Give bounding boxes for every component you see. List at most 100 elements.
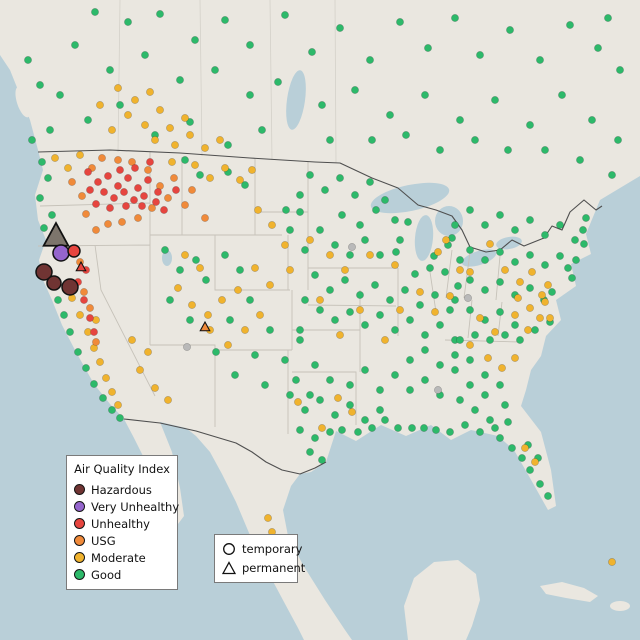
station-dot-good[interactable]: [556, 221, 564, 229]
station-dot-good[interactable]: [331, 316, 339, 324]
station-dot-good[interactable]: [326, 136, 334, 144]
station-dot-moderate[interactable]: [164, 396, 172, 404]
station-dot-good[interactable]: [454, 282, 462, 290]
station-dot-unhealthy[interactable]: [116, 166, 124, 174]
station-dot-good[interactable]: [341, 276, 349, 284]
station-dot-good[interactable]: [106, 66, 114, 74]
station-marker-large-hazardous[interactable]: [46, 275, 62, 291]
station-dot-unhealthy[interactable]: [160, 206, 168, 214]
station-dot-usg[interactable]: [170, 174, 178, 182]
station-dot-good[interactable]: [296, 426, 304, 434]
station-dot-good[interactable]: [346, 308, 354, 316]
station-dot-good[interactable]: [176, 266, 184, 274]
station-dot-moderate[interactable]: [171, 141, 179, 149]
station-dot-good[interactable]: [548, 288, 556, 296]
station-dot-unhealthy[interactable]: [84, 168, 92, 176]
station-marker-large-very_unhealthy[interactable]: [52, 244, 70, 262]
station-dot-good[interactable]: [406, 316, 414, 324]
station-dot-moderate[interactable]: [108, 126, 116, 134]
station-dot-good[interactable]: [336, 174, 344, 182]
station-dot-good[interactable]: [251, 351, 259, 359]
station-dot-good[interactable]: [44, 174, 52, 182]
station-marker-large-hazardous[interactable]: [35, 263, 53, 281]
station-dot-good[interactable]: [366, 56, 374, 64]
station-dot-moderate[interactable]: [96, 101, 104, 109]
station-dot-moderate[interactable]: [486, 240, 494, 248]
station-dot-moderate[interactable]: [528, 268, 536, 276]
station-dot-unhealthy[interactable]: [131, 164, 139, 172]
station-dot-good[interactable]: [421, 376, 429, 384]
station-dot-good[interactable]: [604, 14, 612, 22]
station-dot-moderate[interactable]: [264, 514, 272, 522]
station-dot-good[interactable]: [402, 131, 410, 139]
station-dot-moderate[interactable]: [484, 354, 492, 362]
station-dot-unhealthy[interactable]: [172, 186, 180, 194]
station-dot-good[interactable]: [424, 44, 432, 52]
station-dot-good[interactable]: [481, 391, 489, 399]
station-dot-moderate[interactable]: [234, 286, 242, 294]
station-dot-moderate[interactable]: [128, 336, 136, 344]
station-dot-good[interactable]: [48, 211, 56, 219]
station-dot-good[interactable]: [456, 396, 464, 404]
station-dot-good[interactable]: [74, 348, 82, 356]
station-dot-good[interactable]: [124, 18, 132, 26]
station-dot-moderate[interactable]: [221, 164, 229, 172]
station-dot-moderate[interactable]: [476, 314, 484, 322]
station-dot-good[interactable]: [246, 91, 254, 99]
station-dot-moderate[interactable]: [391, 261, 399, 269]
station-dot-good[interactable]: [526, 466, 534, 474]
station-dot-moderate[interactable]: [341, 266, 349, 274]
station-dot-good[interactable]: [361, 416, 369, 424]
station-dot-good[interactable]: [141, 51, 149, 59]
station-dot-moderate[interactable]: [224, 341, 232, 349]
station-dot-moderate[interactable]: [446, 292, 454, 300]
station-dot-good[interactable]: [186, 118, 194, 126]
station-dot-moderate[interactable]: [396, 306, 404, 314]
station-dot-usg[interactable]: [118, 218, 126, 226]
station-dot-usg[interactable]: [148, 204, 156, 212]
station-dot-moderate[interactable]: [268, 221, 276, 229]
station-dot-good[interactable]: [82, 364, 90, 372]
station-dot-unhealthy[interactable]: [80, 296, 88, 304]
station-dot-moderate[interactable]: [456, 266, 464, 274]
station-dot-good[interactable]: [292, 376, 300, 384]
station-dot-moderate[interactable]: [254, 206, 262, 214]
station-dot-good[interactable]: [466, 246, 474, 254]
station-dot-good[interactable]: [421, 331, 429, 339]
station-dot-usg[interactable]: [181, 201, 189, 209]
station-dot-moderate[interactable]: [64, 164, 72, 172]
station-dot-good[interactable]: [501, 331, 509, 339]
station-dot-good[interactable]: [316, 306, 324, 314]
station-dot-usg[interactable]: [80, 288, 88, 296]
station-dot-good[interactable]: [311, 434, 319, 442]
station-dot-unhealthy[interactable]: [140, 192, 148, 200]
station-dot-moderate[interactable]: [114, 401, 122, 409]
station-dot-good[interactable]: [516, 336, 524, 344]
station-dot-good[interactable]: [466, 356, 474, 364]
station-dot-good[interactable]: [466, 381, 474, 389]
station-dot-good[interactable]: [71, 41, 79, 49]
station-dot-unhealthy[interactable]: [124, 174, 132, 182]
station-dot-moderate[interactable]: [546, 314, 554, 322]
station-dot-good[interactable]: [526, 216, 534, 224]
station-dot-unhealthy[interactable]: [110, 194, 118, 202]
station-dot-moderate[interactable]: [266, 281, 274, 289]
station-dot-good[interactable]: [446, 428, 454, 436]
station-dot-good[interactable]: [556, 252, 564, 260]
station-dot-unhealthy[interactable]: [100, 188, 108, 196]
station-dot-good[interactable]: [351, 86, 359, 94]
station-dot-good[interactable]: [351, 191, 359, 199]
station-dot-good[interactable]: [311, 271, 319, 279]
station-dot-moderate[interactable]: [216, 136, 224, 144]
station-dot-good[interactable]: [568, 274, 576, 282]
station-dot-good[interactable]: [221, 16, 229, 24]
station-dot-moderate[interactable]: [186, 131, 194, 139]
station-dot-good[interactable]: [361, 321, 369, 329]
station-dot-good[interactable]: [471, 331, 479, 339]
station-dot-good[interactable]: [202, 276, 210, 284]
station-dot-good[interactable]: [504, 146, 512, 154]
station-dot-good[interactable]: [371, 281, 379, 289]
station-dot-good[interactable]: [306, 391, 314, 399]
station-dot-good[interactable]: [451, 14, 459, 22]
station-dot-moderate[interactable]: [281, 241, 289, 249]
